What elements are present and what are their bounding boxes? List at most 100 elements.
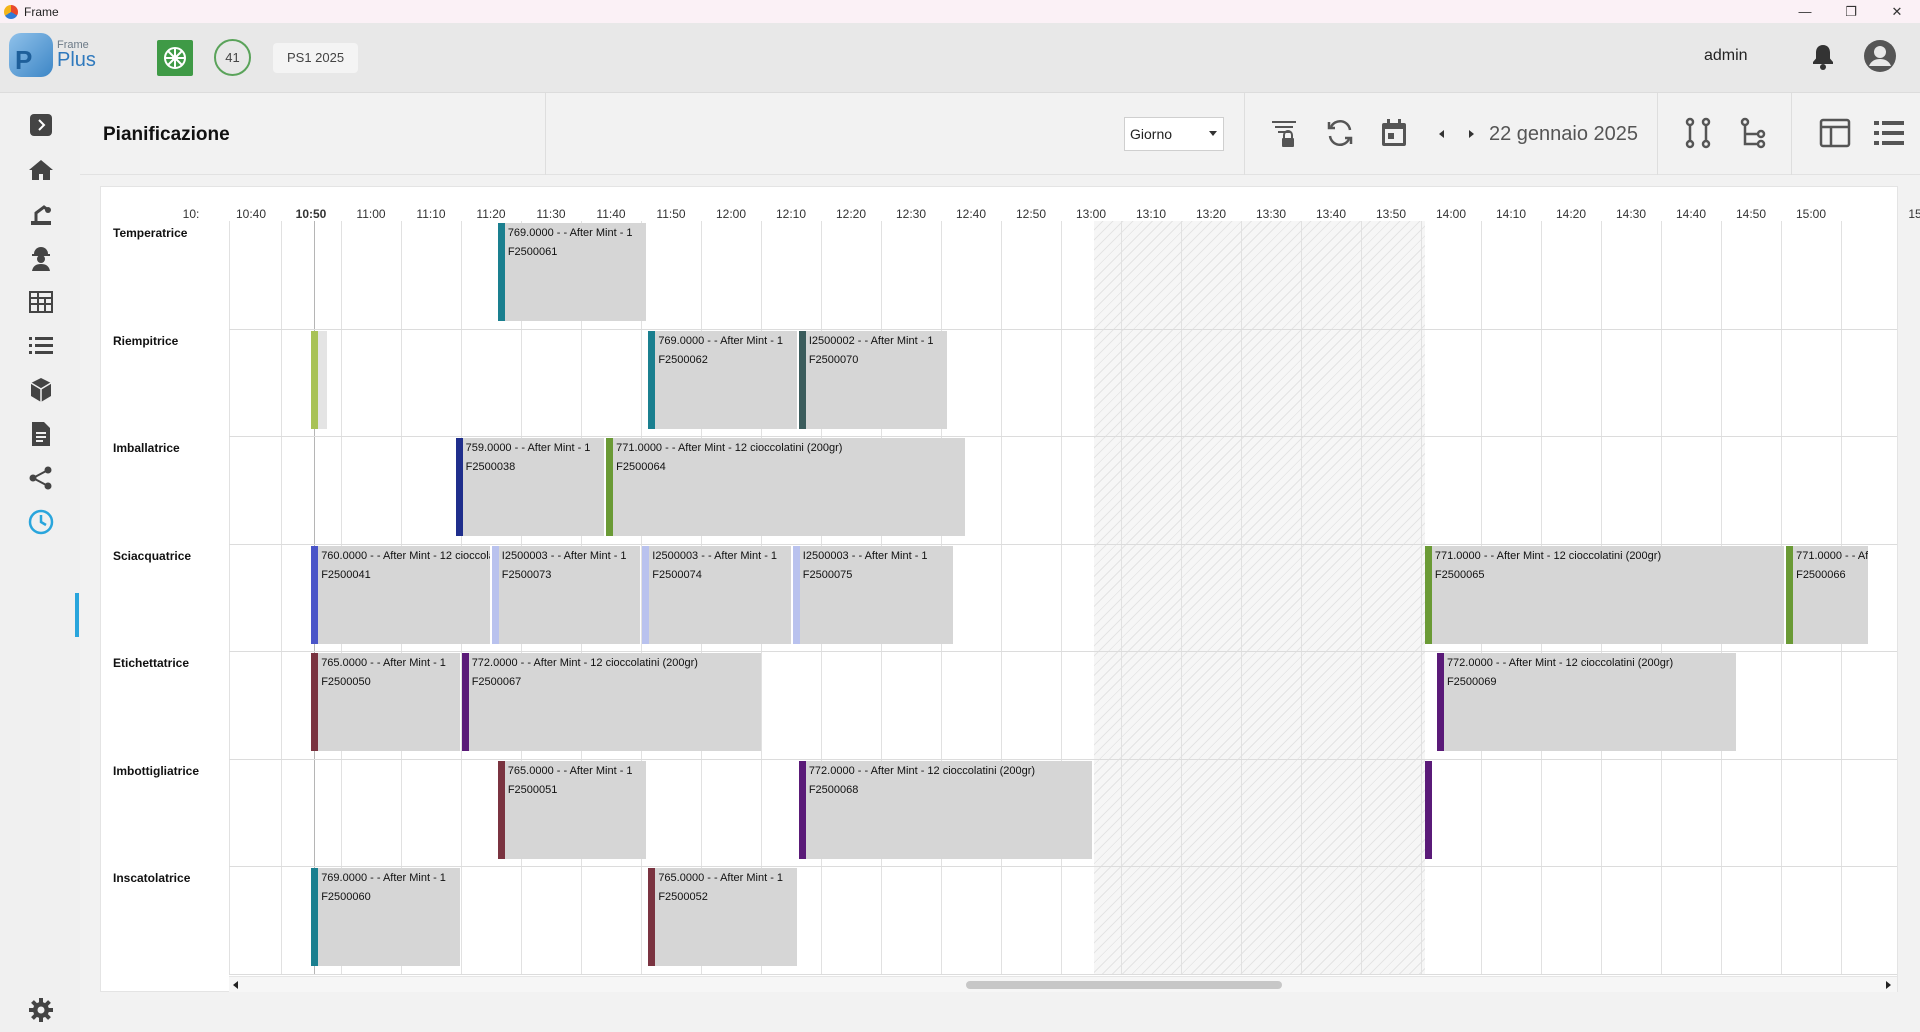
chevron-right-box-icon — [30, 114, 52, 136]
grid-vertical-line — [1001, 221, 1002, 974]
task-bar[interactable] — [311, 330, 328, 429]
task-order-code: F2500050 — [321, 676, 371, 688]
previous-day-button[interactable] — [1439, 130, 1444, 138]
refresh-button[interactable] — [1322, 115, 1358, 151]
close-button[interactable]: ✕ — [1891, 3, 1903, 19]
robot-arm-icon — [31, 205, 51, 225]
view-mode-select[interactable]: Giorno — [1124, 117, 1224, 151]
task-color-strip — [798, 760, 806, 859]
layout-panel-button[interactable] — [1817, 115, 1853, 151]
user-avatar[interactable] — [1863, 39, 1897, 78]
time-tick-label: 12:50 — [1015, 207, 1047, 221]
module-count-badge[interactable]: 41 — [214, 39, 251, 76]
module-wheel-button[interactable] — [157, 40, 193, 76]
sidebar-item-operators[interactable] — [26, 243, 56, 273]
task-bar[interactable]: I2500003 - - After Mint - 1 F2500075 — [792, 545, 954, 644]
page-title: Pianificazione — [103, 124, 230, 145]
user-circle-icon — [1864, 40, 1896, 72]
maximize-button[interactable]: ❐ — [1845, 3, 1857, 19]
sidebar-item-settings[interactable] — [26, 995, 56, 1025]
scroll-left-icon[interactable] — [233, 981, 238, 989]
task-bar[interactable]: 769.0000 - - After Mint - 1 F2500061 — [497, 223, 647, 321]
scroll-right-icon[interactable] — [1886, 981, 1891, 989]
horizontal-scrollbar[interactable] — [229, 976, 1897, 992]
task-bar[interactable]: 769.0000 - - After Mint - 1 F2500060 — [311, 868, 460, 966]
refresh-icon — [1327, 120, 1353, 146]
filter-lock-button[interactable] — [1267, 115, 1303, 151]
task-title: 769.0000 - - After Mint - 1 — [658, 334, 784, 347]
task-title: 769.0000 - - After Mint - 1 — [321, 872, 446, 884]
task-bar[interactable]: 759.0000 - - After Mint - 1 F2500038 — [455, 438, 605, 536]
sidebar-item-products[interactable] — [26, 375, 56, 405]
toolbar-divider — [1791, 93, 1792, 175]
grid-vertical-line — [1241, 221, 1242, 974]
task-bar[interactable]: 771.0000 - - After Mint - 12 cioccolatin… — [606, 438, 966, 536]
task-title: 772.0000 - - After Mint - 12 cioccolatin… — [808, 764, 1036, 777]
task-order-code: F2500075 — [802, 568, 853, 581]
task-bar[interactable]: 771.0000 - - After Mint - 12 cioccolatin… — [1786, 545, 1869, 644]
task-bar[interactable]: 765.0000 - - After Mint - 1 F2500052 — [648, 868, 797, 966]
sidebar-item-planning[interactable] — [26, 507, 56, 537]
task-order-code: F2500069 — [1446, 676, 1497, 688]
next-day-button[interactable] — [1469, 130, 1474, 138]
task-color-strip — [311, 330, 319, 429]
time-tick-label: 12:10 — [775, 207, 807, 221]
calendar-icon — [1382, 119, 1406, 146]
task-bar[interactable]: I2500003 - - After Mint - 1 F2500073 — [491, 545, 641, 644]
user-name[interactable]: admin — [1704, 47, 1748, 64]
sidebar-item-list[interactable] — [26, 331, 56, 361]
task-bar[interactable]: 772.0000 - - After Mint - 12 cioccolatin… — [798, 760, 1092, 859]
task-title: 765.0000 - - After Mint - 1 — [507, 764, 633, 777]
task-bar[interactable]: 771.0000 - - After Mint - 12 cioccolatin… — [1424, 545, 1785, 644]
sidebar-item-documents[interactable] — [26, 419, 56, 449]
scrollbar-thumb[interactable] — [966, 981, 1282, 989]
time-axis: 10: 10:40 10:50 11:00 11:10 11:20 11:30 11:40 11… — [101, 187, 1920, 221]
task-order-code: F2500073 — [501, 568, 552, 581]
task-order-code: F2500052 — [658, 891, 708, 903]
current-date: 22 gennaio 2025 — [1489, 123, 1639, 145]
notifications-button[interactable] — [1811, 43, 1835, 76]
window-title: Frame — [24, 4, 59, 19]
wheel-icon — [164, 47, 186, 69]
time-tick-label: 15 — [1908, 207, 1920, 221]
sidebar-active-indicator — [75, 593, 79, 637]
task-bar[interactable]: 760.0000 - - After Mint - 12 cioccolatin… — [311, 545, 490, 644]
time-tick-label: 14:40 — [1675, 207, 1707, 221]
task-bar[interactable]: 769.0000 - - After Mint - 1 F2500062 — [648, 330, 797, 429]
task-bar[interactable]: 765.0000 - - After Mint - 1 F2500051 — [497, 760, 647, 859]
window-titlebar: Frame — ❐ ✕ — [0, 0, 1920, 23]
list-view-button[interactable] — [1871, 115, 1907, 151]
grid-vertical-line — [1181, 221, 1182, 974]
sidebar-item-workflow[interactable] — [26, 463, 56, 493]
task-color-strip — [461, 653, 469, 751]
task-title: 769.0000 - - After Mint - 1 — [507, 227, 633, 239]
task-color-strip — [497, 223, 505, 321]
sidebar-item-home[interactable] — [26, 155, 56, 185]
minimize-button[interactable]: — — [1798, 4, 1812, 19]
sidebar-item-machines[interactable] — [26, 199, 56, 229]
calendar-button[interactable] — [1376, 115, 1412, 151]
dependencies-button[interactable] — [1680, 115, 1716, 151]
task-bar[interactable]: 772.0000 - - After Mint - 12 cioccolatin… — [1436, 653, 1736, 751]
brand-logo[interactable]: P Frame Plus — [9, 33, 105, 79]
task-bar[interactable]: I2500003 - - After Mint - 1 F2500074 — [642, 545, 791, 644]
tree-view-button[interactable] — [1735, 115, 1771, 151]
task-color-strip — [606, 438, 614, 536]
time-tick-label: 12:20 — [835, 207, 867, 221]
task-bar[interactable]: I2500002 - - After Mint - 1 F2500070 — [798, 330, 948, 429]
task-order-code: F2500074 — [652, 568, 702, 581]
task-color-strip — [497, 760, 505, 859]
sidebar-expand-button[interactable] — [26, 110, 56, 140]
resource-label: Temperatrice — [113, 226, 188, 240]
time-tick-label: 14:20 — [1555, 207, 1587, 221]
task-bar[interactable] — [1424, 760, 1432, 859]
sidebar-item-grid[interactable] — [26, 287, 56, 317]
task-bar[interactable]: 765.0000 - - After Mint - 1 F2500050 — [311, 653, 460, 751]
task-bar[interactable]: 772.0000 - - After Mint - 12 cioccolatin… — [461, 653, 761, 751]
time-tick-label: 10:50 — [295, 207, 327, 221]
time-tick-label: 13:50 — [1375, 207, 1407, 221]
task-order-code: F2500051 — [507, 783, 558, 796]
plant-selector[interactable]: PS1 2025 — [273, 43, 359, 73]
break-period — [1093, 221, 1425, 974]
app-logo-icon — [4, 4, 18, 19]
